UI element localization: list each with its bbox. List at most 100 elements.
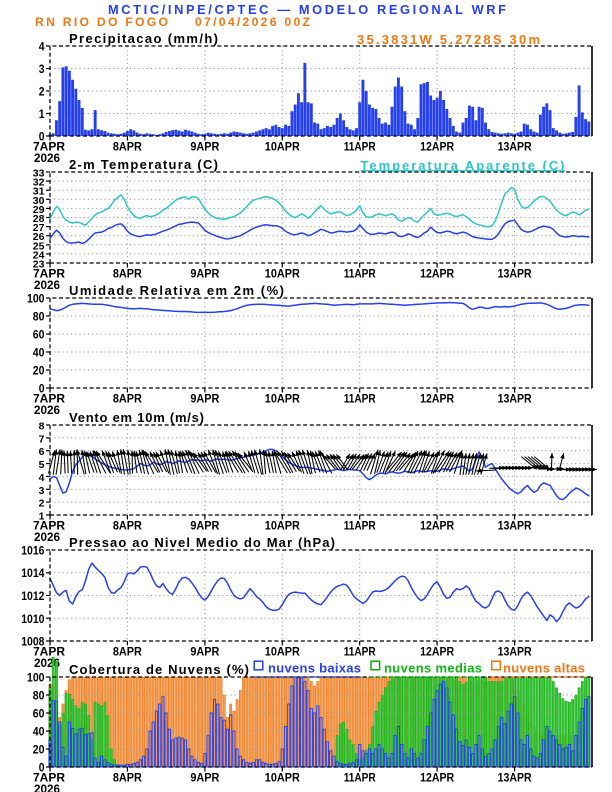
svg-text:20: 20	[33, 364, 45, 378]
svg-text:9APR: 9APR	[190, 770, 219, 784]
svg-text:100: 100	[27, 671, 45, 685]
svg-text:31: 31	[33, 187, 45, 198]
svg-text:100: 100	[27, 292, 45, 306]
svg-text:20: 20	[33, 743, 45, 757]
svg-text:13APR: 13APR	[498, 518, 532, 532]
svg-text:2026: 2026	[34, 403, 60, 417]
svg-text:1016: 1016	[21, 544, 44, 558]
svg-text:11APR: 11APR	[344, 391, 376, 405]
svg-text:30: 30	[33, 196, 45, 207]
svg-text:7APR: 7APR	[33, 139, 65, 153]
svg-text:13APR: 13APR	[498, 391, 532, 405]
svg-text:12APR: 12APR	[420, 770, 454, 784]
svg-text:27: 27	[33, 223, 45, 234]
svg-text:35.3831W 5.2728S 30m: 35.3831W 5.2728S 30m	[357, 32, 540, 47]
svg-text:23: 23	[33, 260, 45, 271]
svg-text:2: 2	[39, 499, 45, 510]
svg-text:1012: 1012	[21, 589, 44, 603]
svg-text:40: 40	[33, 346, 45, 360]
svg-text:80: 80	[33, 689, 45, 703]
svg-text:8APR: 8APR	[113, 391, 142, 405]
svg-text:10APR: 10APR	[265, 391, 300, 405]
svg-text:2026: 2026	[34, 151, 60, 165]
svg-text:11APR: 11APR	[344, 770, 376, 784]
svg-text:4: 4	[39, 473, 45, 484]
svg-text:0: 0	[39, 130, 45, 144]
svg-text:26: 26	[33, 232, 45, 243]
svg-text:8APR: 8APR	[113, 139, 142, 153]
svg-text:8APR: 8APR	[113, 518, 142, 532]
svg-text:Cobertura de Nuvens (%): Cobertura de Nuvens (%)	[69, 662, 249, 677]
svg-text:1014: 1014	[21, 566, 44, 580]
svg-text:Temperatura Aparente (C): Temperatura Aparente (C)	[361, 158, 565, 173]
svg-text:nuvens altas: nuvens altas	[503, 661, 585, 676]
svg-text:28: 28	[33, 214, 45, 225]
svg-text:1008: 1008	[21, 635, 44, 649]
svg-text:3: 3	[39, 62, 45, 76]
svg-text:12APR: 12APR	[420, 139, 454, 153]
svg-text:MCTIC/INPE/CPTEC — MODELO REGI: MCTIC/INPE/CPTEC — MODELO REGIONAL WRF	[108, 2, 506, 17]
svg-text:12APR: 12APR	[420, 391, 454, 405]
svg-text:8: 8	[39, 422, 45, 433]
svg-text:2-m Temperatura (C): 2-m Temperatura (C)	[69, 157, 218, 172]
svg-text:11APR: 11APR	[344, 139, 376, 153]
svg-text:7APR: 7APR	[33, 266, 65, 280]
svg-text:13APR: 13APR	[498, 139, 532, 153]
svg-text:Pressao ao Nivel Medio do Mar: Pressao ao Nivel Medio do Mar (hPa)	[69, 535, 335, 550]
svg-text:10APR: 10APR	[265, 266, 300, 280]
svg-text:nuvens medias: nuvens medias	[384, 661, 482, 676]
svg-text:33: 33	[33, 169, 45, 180]
svg-text:12APR: 12APR	[420, 518, 454, 532]
svg-text:29: 29	[33, 205, 45, 216]
svg-text:9APR: 9APR	[190, 139, 219, 153]
svg-text:60: 60	[33, 328, 45, 342]
svg-text:4: 4	[39, 40, 45, 54]
svg-text:0: 0	[39, 382, 45, 396]
svg-text:7APR: 7APR	[33, 391, 65, 405]
svg-text:60: 60	[33, 707, 45, 721]
svg-text:24: 24	[33, 250, 45, 261]
svg-text:1: 1	[39, 107, 45, 121]
svg-text:13APR: 13APR	[498, 770, 532, 784]
svg-text:9APR: 9APR	[190, 391, 219, 405]
svg-text:0: 0	[39, 761, 45, 775]
svg-text:25: 25	[33, 241, 45, 252]
svg-text:9APR: 9APR	[190, 644, 219, 658]
svg-text:10APR: 10APR	[265, 644, 300, 658]
svg-text:nuvens baixas: nuvens baixas	[268, 661, 361, 676]
svg-text:7APR: 7APR	[33, 770, 65, 784]
svg-text:7APR: 7APR	[33, 644, 65, 658]
svg-text:8APR: 8APR	[113, 644, 142, 658]
svg-text:2: 2	[39, 85, 45, 99]
svg-text:32: 32	[33, 178, 45, 189]
svg-text:07/04/2026 00Z: 07/04/2026 00Z	[195, 15, 311, 29]
svg-text:11APR: 11APR	[344, 266, 376, 280]
svg-text:12APR: 12APR	[420, 266, 454, 280]
svg-text:13APR: 13APR	[498, 266, 532, 280]
svg-text:7: 7	[39, 434, 45, 445]
svg-text:Precipitacao (mm/h): Precipitacao (mm/h)	[69, 31, 218, 46]
svg-text:11APR: 11APR	[344, 644, 376, 658]
svg-text:3: 3	[39, 486, 45, 497]
svg-text:10APR: 10APR	[265, 518, 300, 532]
svg-text:2026: 2026	[34, 782, 60, 792]
svg-text:2026: 2026	[34, 278, 60, 292]
svg-text:7APR: 7APR	[33, 518, 65, 532]
svg-text:8APR: 8APR	[113, 770, 142, 784]
svg-text:12APR: 12APR	[420, 644, 454, 658]
svg-text:9APR: 9APR	[190, 518, 219, 532]
svg-text:2026: 2026	[34, 530, 60, 544]
svg-text:6: 6	[39, 447, 45, 458]
svg-text:1: 1	[39, 512, 45, 523]
svg-text:RN RIO DO FOGO: RN RIO DO FOGO	[35, 15, 168, 29]
svg-text:11APR: 11APR	[344, 518, 376, 532]
svg-text:9APR: 9APR	[190, 266, 219, 280]
svg-text:8APR: 8APR	[113, 266, 142, 280]
svg-text:40: 40	[33, 725, 45, 739]
svg-text:Umidade Relativa em 2m (%): Umidade Relativa em 2m (%)	[69, 283, 284, 298]
svg-text:13APR: 13APR	[498, 644, 532, 658]
svg-text:10APR: 10APR	[265, 139, 300, 153]
svg-text:1010: 1010	[21, 612, 44, 626]
svg-text:Vento em 10m (m/s): Vento em 10m (m/s)	[69, 410, 204, 425]
svg-text:80: 80	[33, 310, 45, 324]
